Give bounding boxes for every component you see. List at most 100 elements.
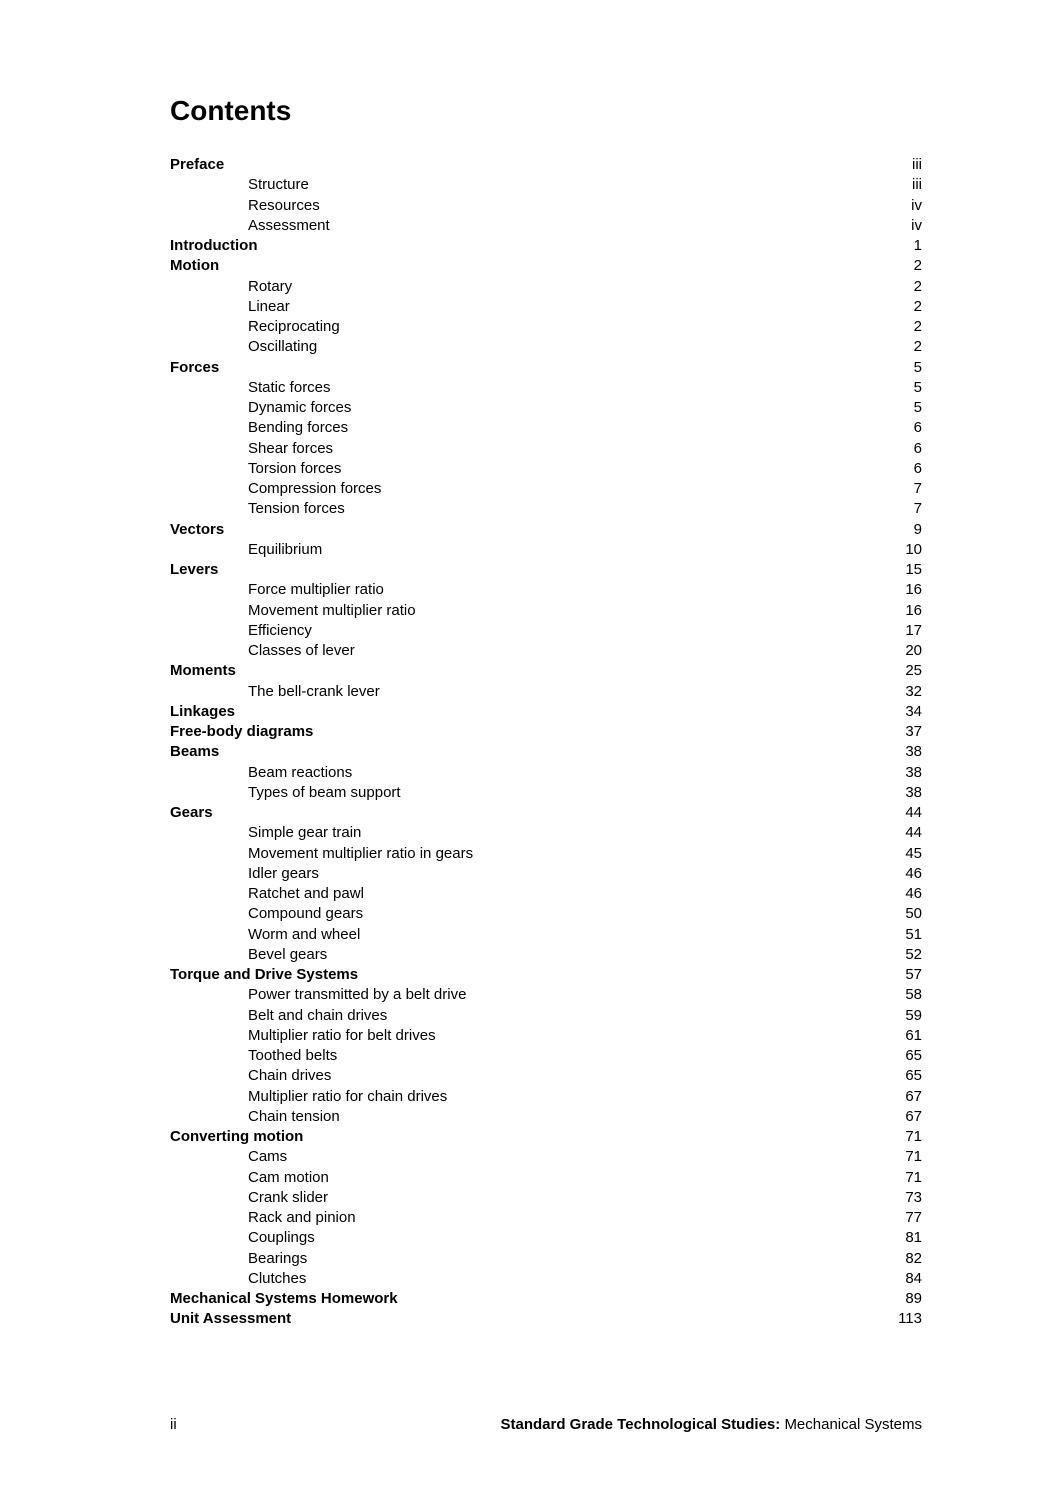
toc-section: Linkages34 [170,702,922,722]
toc-page-number: 7 [882,479,922,499]
toc-section: Unit Assessment113 [170,1309,922,1329]
toc-page-number: 6 [882,418,922,438]
toc-subentry: Couplings81 [170,1228,922,1248]
toc-page-number: 2 [882,277,922,297]
toc-page-number: 2 [882,256,922,276]
toc-label: Static forces [170,378,331,398]
toc-page-number: 1 [882,236,922,256]
toc-subentry: Oscillating2 [170,337,922,357]
toc-label: Bevel gears [170,945,327,965]
toc-subentry: Dynamic forces5 [170,398,922,418]
toc-subentry: The bell-crank lever32 [170,682,922,702]
toc-subentry: Simple gear train 44 [170,823,922,843]
toc-label: Assessment [170,216,330,236]
toc-page-number: 44 [882,823,922,843]
toc-label: Gears [170,803,213,823]
toc-subentry: Belt and chain drives59 [170,1006,922,1026]
toc-label: Free-body diagrams [170,722,313,742]
toc-label: Torsion forces [170,459,341,479]
toc-subentry: Compression forces7 [170,479,922,499]
toc-label: Rotary [170,277,292,297]
toc-label: Linear [170,297,290,317]
toc-subentry: Linear2 [170,297,922,317]
toc-subentry: Shear forces6 [170,439,922,459]
toc-page-number: 65 [882,1066,922,1086]
toc-page-number: 67 [882,1107,922,1127]
table-of-contents: PrefaceiiiStructureiiiResourcesivAssessm… [170,155,922,1330]
toc-subentry: Cam motion 71 [170,1168,922,1188]
toc-subentry: Static forces5 [170,378,922,398]
toc-subentry: Bearings82 [170,1249,922,1269]
toc-label: Classes of lever [170,641,355,661]
toc-label: Reciprocating [170,317,340,337]
toc-label: Bending forces [170,418,348,438]
toc-section: Levers15 [170,560,922,580]
toc-subentry: Efficiency17 [170,621,922,641]
toc-page-number: 38 [882,763,922,783]
toc-page-number: 61 [882,1026,922,1046]
toc-page-number: 46 [882,884,922,904]
toc-page-number: 2 [882,317,922,337]
toc-page-number: 15 [882,560,922,580]
toc-subentry: Worm and wheel51 [170,925,922,945]
footer-center: Standard Grade Technological Studies: [500,1416,780,1433]
toc-label: Cams [170,1147,287,1167]
toc-page-number: 32 [882,682,922,702]
toc-subentry: Power transmitted by a belt drive58 [170,985,922,1005]
toc-subentry: Resourcesiv [170,196,922,216]
toc-label: Shear forces [170,439,333,459]
toc-page-number: 20 [882,641,922,661]
toc-subentry: Force multiplier ratio16 [170,580,922,600]
toc-page-number: 52 [882,945,922,965]
toc-subentry: Types of beam support38 [170,783,922,803]
toc-page-number: 34 [882,702,922,722]
toc-page-number: 45 [882,844,922,864]
footer-right: Mechanical Systems [784,1416,922,1433]
toc-subentry: Bending forces 6 [170,418,922,438]
toc-label: Introduction [170,236,257,256]
toc-subentry: Assessmentiv [170,216,922,236]
toc-label: Toothed belts [170,1046,337,1066]
page-footer: ii Standard Grade Technological Studies:… [170,1416,922,1433]
toc-section: Mechanical Systems Homework89 [170,1289,922,1309]
toc-subentry: Multiplier ratio for chain drives67 [170,1087,922,1107]
toc-page-number: 6 [882,459,922,479]
toc-label: Types of beam support [170,783,401,803]
toc-subentry: Movement multiplier ratio 16 [170,601,922,621]
toc-subentry: Structureiii [170,175,922,195]
toc-label: Torque and Drive Systems [170,965,358,985]
toc-label: Resources [170,196,320,216]
toc-subentry: Tension forces7 [170,499,922,519]
toc-subentry: Compound gears50 [170,904,922,924]
toc-label: Dynamic forces [170,398,351,418]
toc-label: Motion [170,256,219,276]
toc-label: Chain drives [170,1066,331,1086]
toc-label: Unit Assessment [170,1309,291,1329]
toc-page-number: 84 [882,1269,922,1289]
toc-label: Beam reactions [170,763,352,783]
toc-subentry: Ratchet and pawl46 [170,884,922,904]
toc-page-number: 16 [882,601,922,621]
toc-label: Movement multiplier ratio [170,601,416,621]
toc-page-number: 71 [882,1168,922,1188]
toc-page-number: 71 [882,1147,922,1167]
toc-section: Beams38 [170,742,922,762]
toc-section: Free-body diagrams37 [170,722,922,742]
toc-label: Forces [170,358,219,378]
toc-page-number: 77 [882,1208,922,1228]
toc-subentry: Chain drives 65 [170,1066,922,1086]
toc-label: Structure [170,175,309,195]
toc-page-number: 57 [882,965,922,985]
toc-section: Introduction 1 [170,236,922,256]
toc-subentry: Chain tension67 [170,1107,922,1127]
toc-page-number: 67 [882,1087,922,1107]
toc-label: Cam motion [170,1168,329,1188]
toc-page-number: 2 [882,337,922,357]
toc-page-number: 89 [882,1289,922,1309]
toc-page-number: 7 [882,499,922,519]
toc-page-number: 44 [882,803,922,823]
toc-page-number: 58 [882,985,922,1005]
toc-label: Idler gears [170,864,319,884]
toc-subentry: Rack and pinion77 [170,1208,922,1228]
toc-label: Simple gear train [170,823,361,843]
